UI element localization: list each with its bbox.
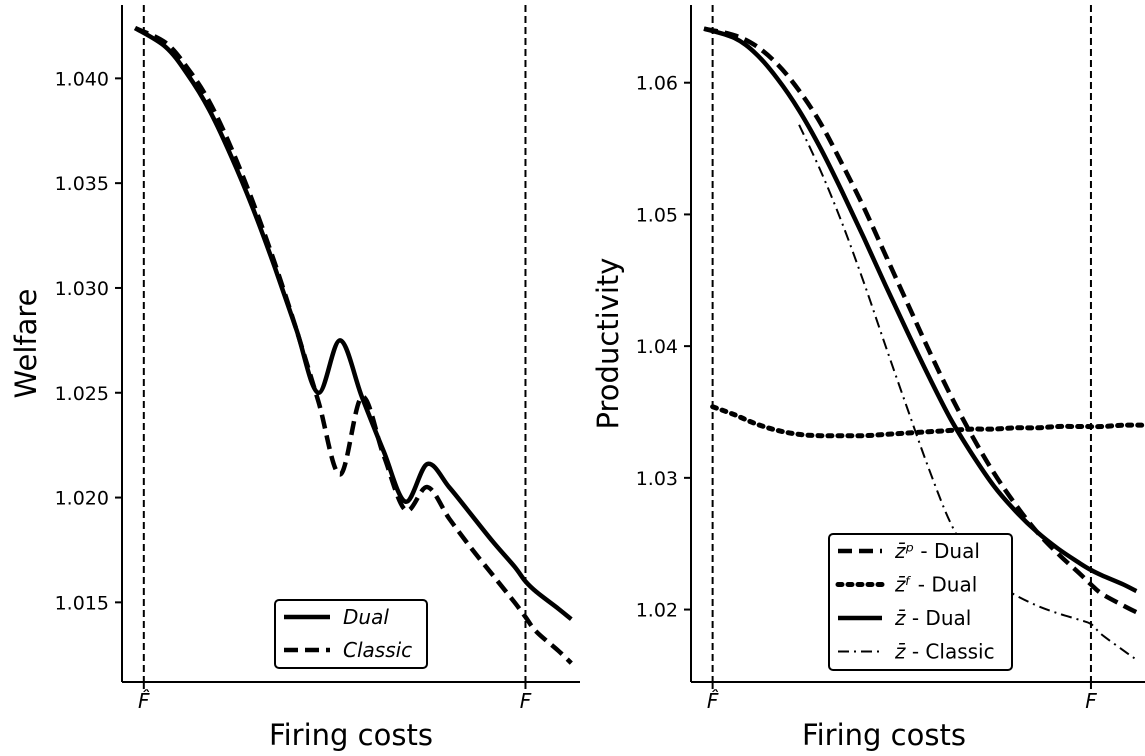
legend-entry: z̄ - Dual [894,606,971,630]
y-axis-label: Productivity [591,258,625,430]
x-tick-label: F̂ [707,689,719,713]
legend-label: - Dual [911,573,977,597]
series-line-1 [710,404,1145,439]
y-tick-label: 1.06 [636,73,678,95]
legend-entry: z̄ᶠ - Dual [894,573,977,597]
legend-symbol: z̄ᶠ [894,573,911,597]
legend: Dual Classic [274,599,428,669]
x-tick-label: F [520,689,532,713]
y-tick-label: 1.015 [55,592,109,614]
x-axis-label: Firing costs [269,718,433,752]
legend-label: Classic [343,638,412,662]
series-line-2 [703,26,1138,594]
y-tick-label: 1.030 [55,278,109,300]
x-tick-label: F [1085,689,1097,713]
productivity-panel: 1.02 1.03 1.04 1.05 1.06 F̂ F Firing costs Produ… [591,5,1145,752]
legend-entry: z̄ - Classic [894,640,995,664]
y-tick-label: 1.04 [636,336,678,358]
legend-entry: z̄ᵖ - Dual [894,539,980,563]
legend-entry: Dual [343,605,389,629]
legend-entry: Classic [343,638,412,662]
legend-label: Dual [343,605,389,629]
series-line-0 [133,26,573,621]
y-tick-label: 1.02 [636,600,678,622]
y-axis-label: Welfare [9,289,43,399]
y-tick-label: 1.025 [55,383,109,405]
y-tick-label: 1.020 [55,488,109,510]
x-axis-label: Firing costs [802,718,966,752]
series-line-1 [134,26,573,665]
y-tick-label: 1.05 [636,204,678,226]
x-tick-label: F̂ [138,689,150,713]
legend-symbol: z̄ [894,640,906,664]
y-tick-label: 1.03 [636,468,678,490]
y-tick-label: 1.040 [55,68,109,90]
legend-symbol: z̄ᵖ [894,539,914,563]
series-line-3 [798,124,1137,661]
legend-label: - Classic [906,640,995,664]
legend-frame [828,533,1013,671]
welfare-panel: 1.015 1.020 1.025 1.030 1.035 1.040 F̂ F Firing … [9,5,580,752]
legend-label: - Dual [906,606,972,630]
series-line-0 [703,26,1138,615]
legend-label: - Dual [914,539,980,563]
legend-symbol: z̄ [894,606,906,630]
y-tick-label: 1.035 [55,173,109,195]
